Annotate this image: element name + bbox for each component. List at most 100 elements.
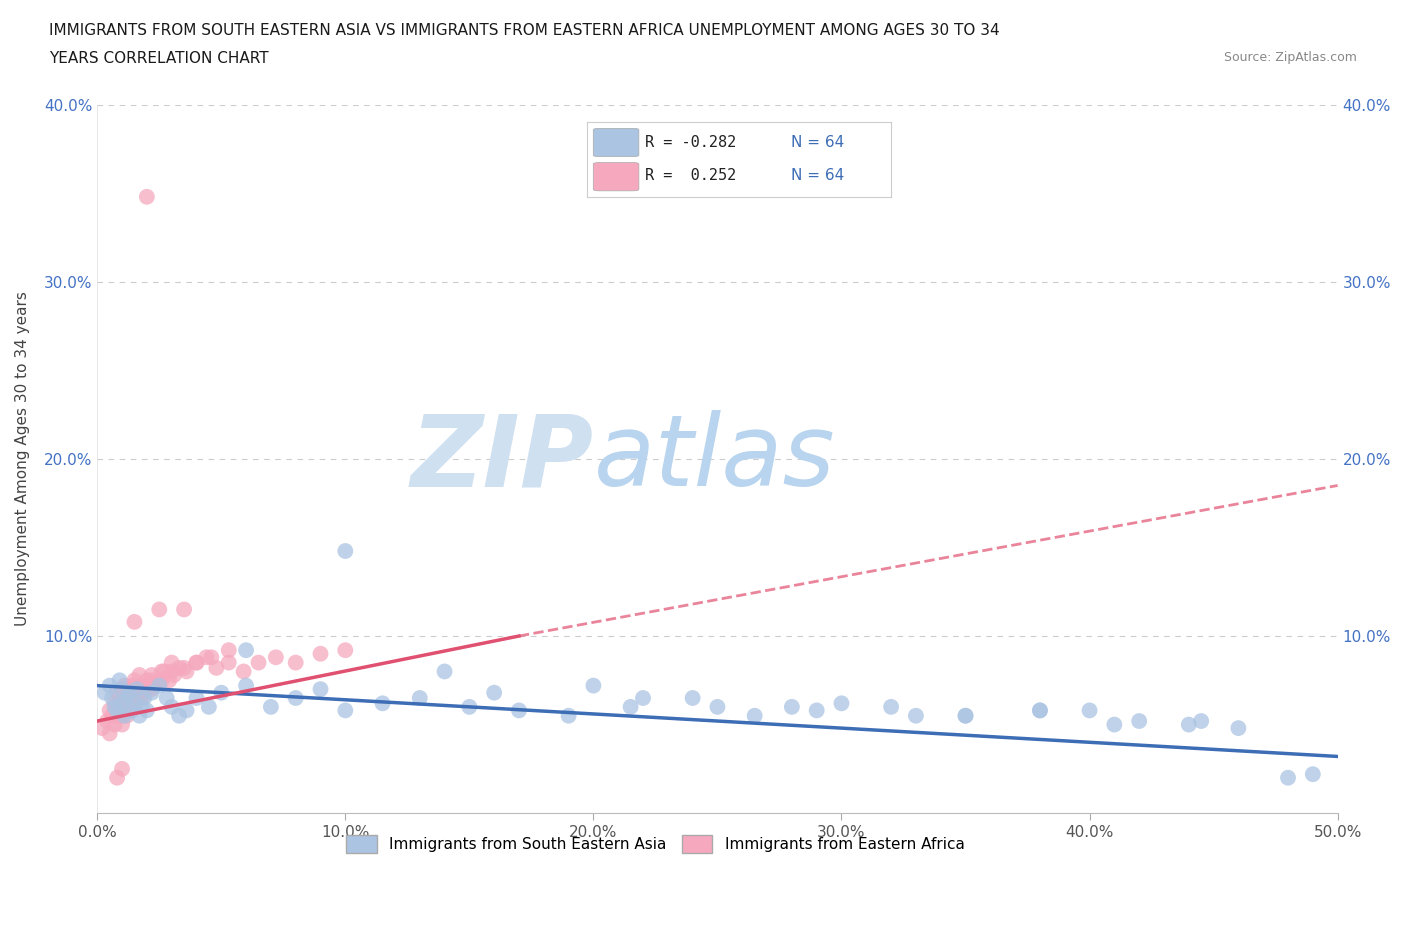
Point: [1189, 713, 1212, 728]
Point: [482, 685, 505, 700]
Point: [141, 673, 163, 688]
Point: [433, 664, 456, 679]
Point: [101, 691, 124, 706]
Point: [1277, 770, 1299, 785]
Text: Source: ZipAtlas.com: Source: ZipAtlas.com: [1223, 51, 1357, 64]
Point: [114, 709, 136, 724]
Point: [148, 602, 170, 617]
Point: [135, 190, 157, 205]
Point: [232, 664, 254, 679]
Point: [105, 685, 128, 700]
Point: [96, 713, 118, 728]
Point: [218, 643, 240, 658]
Point: [335, 643, 357, 658]
Point: [1029, 703, 1052, 718]
Text: atlas: atlas: [593, 410, 835, 508]
Point: [124, 691, 146, 706]
Point: [121, 678, 143, 693]
Point: [105, 703, 128, 718]
Point: [125, 682, 148, 697]
Point: [111, 682, 134, 697]
Point: [260, 699, 283, 714]
Point: [620, 699, 643, 714]
Point: [118, 685, 141, 700]
Point: [830, 696, 852, 711]
Point: [125, 682, 148, 697]
Point: [631, 691, 654, 706]
Point: [115, 699, 138, 714]
Point: [104, 699, 127, 714]
Point: [98, 678, 121, 693]
Point: [371, 696, 394, 711]
Point: [160, 664, 183, 679]
Point: [141, 685, 163, 700]
Point: [143, 678, 166, 693]
Point: [335, 543, 357, 558]
Point: [111, 696, 134, 711]
Point: [131, 682, 153, 697]
Point: [124, 696, 146, 711]
Text: IMMIGRANTS FROM SOUTH EASTERN ASIA VS IMMIGRANTS FROM EASTERN AFRICA UNEMPLOYMEN: IMMIGRANTS FROM SOUTH EASTERN ASIA VS IM…: [49, 23, 1000, 38]
Point: [167, 660, 190, 675]
Point: [1227, 721, 1250, 736]
Point: [111, 717, 134, 732]
Point: [150, 673, 173, 688]
Point: [284, 691, 307, 706]
Point: [806, 703, 828, 718]
Point: [284, 655, 307, 670]
Point: [93, 685, 115, 700]
Point: [955, 709, 977, 724]
Point: [141, 682, 163, 697]
Point: [1104, 717, 1126, 732]
Point: [167, 709, 190, 724]
Point: [880, 699, 903, 714]
Point: [176, 664, 198, 679]
Point: [148, 678, 170, 693]
Point: [1078, 703, 1101, 718]
Point: [128, 668, 150, 683]
Point: [557, 709, 579, 724]
Point: [98, 703, 121, 718]
Point: [582, 678, 605, 693]
Point: [134, 685, 156, 700]
Point: [108, 709, 131, 724]
Point: [108, 691, 131, 706]
Point: [135, 673, 157, 688]
Point: [309, 646, 332, 661]
Point: [1302, 766, 1324, 781]
Point: [335, 703, 357, 718]
Legend: Immigrants from South Eastern Asia, Immigrants from Eastern Africa: Immigrants from South Eastern Asia, Immi…: [340, 829, 970, 858]
Point: [121, 703, 143, 718]
Point: [1178, 717, 1201, 732]
Point: [904, 709, 927, 724]
Point: [173, 660, 195, 675]
Point: [115, 709, 138, 724]
Point: [105, 770, 128, 785]
Point: [131, 699, 153, 714]
Point: [153, 664, 176, 679]
Point: [186, 691, 208, 706]
Point: [176, 703, 198, 718]
Point: [124, 673, 146, 688]
Point: [150, 664, 173, 679]
Point: [115, 691, 138, 706]
Point: [135, 703, 157, 718]
Point: [111, 699, 134, 714]
Point: [108, 673, 131, 688]
Point: [218, 655, 240, 670]
Point: [682, 691, 704, 706]
Point: [131, 678, 153, 693]
Text: ZIP: ZIP: [411, 410, 593, 508]
Point: [160, 655, 183, 670]
Text: YEARS CORRELATION CHART: YEARS CORRELATION CHART: [49, 51, 269, 66]
Point: [118, 685, 141, 700]
Point: [173, 602, 195, 617]
Point: [134, 691, 156, 706]
Point: [186, 655, 208, 670]
Point: [115, 691, 138, 706]
Point: [508, 703, 530, 718]
Point: [160, 699, 183, 714]
Point: [163, 668, 186, 683]
Point: [156, 691, 179, 706]
Point: [780, 699, 803, 714]
